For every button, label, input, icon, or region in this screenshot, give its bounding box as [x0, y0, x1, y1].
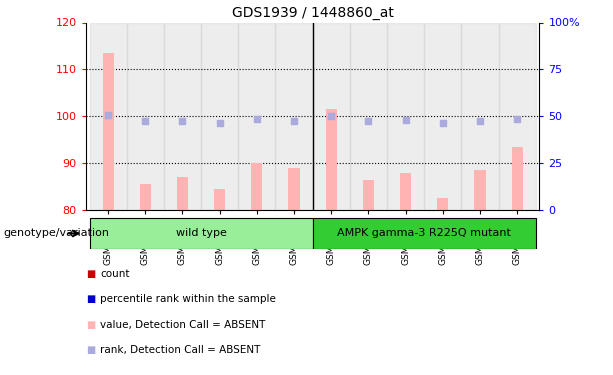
- Bar: [177, 177, 188, 210]
- Bar: [400, 172, 411, 210]
- Text: ■: ■: [86, 320, 95, 330]
- Bar: [363, 180, 374, 210]
- Bar: [214, 189, 225, 210]
- Bar: [164, 22, 201, 210]
- Text: percentile rank within the sample: percentile rank within the sample: [100, 294, 276, 304]
- Bar: [201, 22, 238, 210]
- Bar: [512, 147, 523, 210]
- Point: [140, 118, 150, 124]
- Bar: [289, 168, 300, 210]
- Bar: [387, 22, 424, 210]
- Bar: [140, 184, 151, 210]
- Point: [178, 118, 188, 124]
- Text: AMPK gamma-3 R225Q mutant: AMPK gamma-3 R225Q mutant: [337, 228, 511, 238]
- Point: [289, 118, 299, 124]
- Bar: [474, 170, 485, 210]
- Bar: [89, 22, 127, 210]
- Text: genotype/variation: genotype/variation: [3, 228, 109, 238]
- Bar: [313, 22, 350, 210]
- Point: [215, 120, 224, 126]
- Text: ■: ■: [86, 294, 95, 304]
- Bar: [102, 53, 113, 210]
- Text: value, Detection Call = ABSENT: value, Detection Call = ABSENT: [100, 320, 265, 330]
- Point: [401, 117, 411, 123]
- Bar: [424, 22, 462, 210]
- Bar: [251, 163, 262, 210]
- Bar: [350, 22, 387, 210]
- Bar: [462, 22, 498, 210]
- Point: [475, 118, 485, 124]
- Text: rank, Detection Call = ABSENT: rank, Detection Call = ABSENT: [100, 345, 261, 355]
- Text: ■: ■: [86, 345, 95, 355]
- Point: [364, 118, 373, 124]
- Point: [326, 113, 336, 119]
- Text: count: count: [100, 269, 129, 279]
- Text: wild type: wild type: [176, 228, 227, 238]
- FancyBboxPatch shape: [89, 217, 313, 249]
- Bar: [238, 22, 275, 210]
- Bar: [437, 198, 448, 210]
- Bar: [326, 109, 337, 210]
- FancyBboxPatch shape: [313, 217, 536, 249]
- Point: [103, 112, 113, 118]
- Point: [512, 116, 522, 122]
- Bar: [127, 22, 164, 210]
- Bar: [275, 22, 313, 210]
- Title: GDS1939 / 1448860_at: GDS1939 / 1448860_at: [232, 6, 394, 20]
- Point: [252, 116, 262, 122]
- Point: [438, 120, 447, 126]
- Bar: [498, 22, 536, 210]
- Text: ■: ■: [86, 269, 95, 279]
